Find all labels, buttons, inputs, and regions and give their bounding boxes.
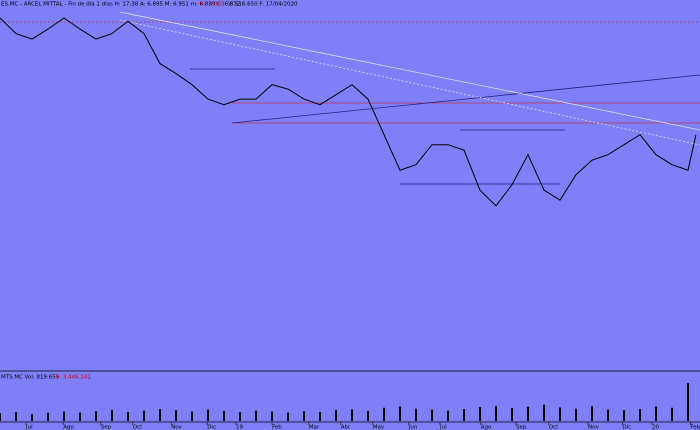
volume-bar bbox=[431, 409, 433, 421]
volume-bar bbox=[399, 406, 401, 421]
trend-line bbox=[119, 19, 700, 146]
x-tick-label: Abr bbox=[341, 425, 351, 430]
x-tick-label: Ago bbox=[63, 425, 74, 430]
volume-bar bbox=[671, 407, 673, 421]
x-tick-label: Feb bbox=[272, 425, 282, 430]
change-label: P: -0.023 bbox=[200, 2, 225, 8]
x-tick-label: Nov bbox=[588, 425, 599, 430]
volume-bar bbox=[591, 406, 593, 421]
volume-bar bbox=[303, 411, 305, 421]
volume-bar bbox=[447, 410, 449, 421]
volume-bar bbox=[655, 406, 657, 421]
volume-bar bbox=[511, 408, 513, 421]
volume-bar bbox=[63, 411, 65, 421]
volume-change: P: 3.446.241 bbox=[56, 375, 91, 381]
x-tick-label: Ago bbox=[481, 425, 492, 430]
x-tick-label: 19 bbox=[236, 425, 243, 430]
volume-bar bbox=[95, 411, 97, 421]
x-tick-label: Nov bbox=[171, 425, 182, 430]
volume-bar bbox=[159, 409, 161, 421]
volume-bar bbox=[367, 410, 369, 421]
volume-bar bbox=[223, 410, 225, 421]
volume-bar bbox=[415, 408, 417, 421]
volume-bar bbox=[559, 407, 561, 421]
x-tick-label: Sep bbox=[516, 425, 527, 430]
volume-bar bbox=[687, 383, 689, 421]
volume-bar bbox=[207, 409, 209, 421]
volume-bar bbox=[175, 410, 177, 421]
price-line bbox=[0, 17, 697, 207]
x-tick-label: Jul bbox=[25, 425, 33, 430]
volume-title: MTS.MC Vol: 819.655 bbox=[1, 375, 60, 381]
volume-bar bbox=[623, 410, 625, 421]
x-tick-label: Jun bbox=[408, 425, 418, 430]
volume-bar bbox=[127, 411, 129, 421]
volume-bar bbox=[463, 409, 465, 421]
x-tick-label: Oct bbox=[549, 425, 559, 430]
x-tick-label: Oct bbox=[133, 425, 143, 430]
volume-bar bbox=[143, 410, 145, 421]
volume-bar bbox=[495, 405, 497, 421]
x-tick-label: Sep bbox=[101, 425, 112, 430]
volume-bar bbox=[319, 411, 321, 421]
volume-bar bbox=[383, 407, 385, 421]
x-tick-label: Mar bbox=[309, 425, 320, 430]
chart-title: ES.MC - ARCEL MITTAL - Fin de día 1 días… bbox=[1, 1, 240, 8]
volume-bar bbox=[527, 406, 529, 421]
volume-bar bbox=[271, 411, 273, 421]
x-tick-label: May bbox=[373, 425, 385, 430]
volume-bar bbox=[479, 407, 481, 421]
x-tick-label: Jul bbox=[439, 425, 447, 430]
volume-bar bbox=[607, 409, 609, 421]
trend-line bbox=[119, 11, 700, 131]
volume-bar bbox=[47, 412, 49, 421]
x-tick-label: Feb bbox=[690, 425, 700, 430]
volume-bar bbox=[287, 412, 289, 421]
volume-bar bbox=[543, 404, 545, 421]
volume-bar bbox=[351, 409, 353, 421]
volume-bar bbox=[0, 413, 1, 421]
volume-bar bbox=[639, 409, 641, 421]
subtitle: V: 516.650 F: 17/04/2020 bbox=[228, 2, 298, 8]
volume-bar bbox=[255, 410, 257, 421]
x-tick-label: Dic bbox=[622, 425, 631, 430]
volume-bar bbox=[239, 412, 241, 421]
x-tick-label: Dic bbox=[207, 425, 216, 430]
volume-bar bbox=[575, 408, 577, 421]
volume-bar bbox=[191, 411, 193, 421]
volume-bar bbox=[31, 414, 33, 421]
volume-bar bbox=[335, 409, 337, 421]
trend-line bbox=[231, 74, 700, 124]
volume-bar bbox=[111, 409, 113, 421]
volume-bar bbox=[15, 412, 17, 421]
volume-bar bbox=[79, 412, 81, 421]
x-tick-label: 20 bbox=[652, 425, 659, 430]
